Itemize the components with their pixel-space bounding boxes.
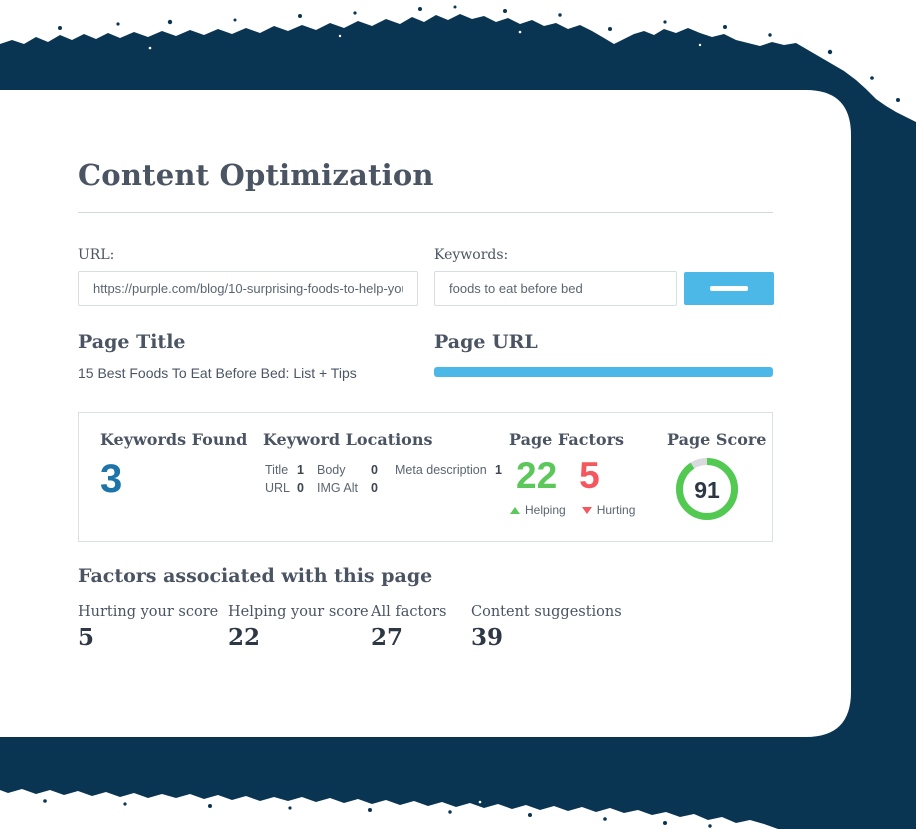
keyword-locations-grid: Title 1 Body 0 Meta description 1 URL 0 … bbox=[265, 463, 509, 495]
kl-label-body: Body bbox=[317, 463, 346, 477]
page-factors-numbers: 22 5 bbox=[516, 457, 600, 494]
hurting-legend-label: Hurting bbox=[596, 503, 636, 517]
helping-legend-item: Helping bbox=[510, 503, 566, 517]
page-title: Content Optimization bbox=[78, 158, 434, 192]
kl-value-url: 0 bbox=[297, 481, 304, 495]
kl-label-url: URL bbox=[265, 481, 291, 495]
stat-hurting-your-score: Hurting your score 5 bbox=[78, 604, 218, 651]
keywords-label: Keywords: bbox=[434, 247, 509, 263]
helping-legend-label: Helping bbox=[525, 503, 566, 517]
kl-label-meta-description: Meta description bbox=[395, 463, 487, 477]
dash-icon bbox=[710, 286, 748, 291]
helping-count: 22 bbox=[516, 455, 558, 496]
page-title-value: 15 Best Foods To Eat Before Bed: List + … bbox=[78, 365, 357, 381]
page-score-ring bbox=[676, 458, 738, 520]
triangle-up-icon bbox=[510, 506, 520, 514]
url-label: URL: bbox=[78, 247, 115, 263]
stat-label: Hurting your score bbox=[78, 604, 219, 620]
kl-value-meta-description: 1 bbox=[495, 463, 502, 477]
stat-content-suggestions: Content suggestions 39 bbox=[471, 604, 622, 651]
stat-label: Content suggestions bbox=[471, 604, 622, 620]
stat-helping-your-score: Helping your score 22 bbox=[228, 604, 369, 651]
stat-value: 22 bbox=[228, 624, 261, 651]
kl-label-title: Title bbox=[265, 463, 289, 477]
keywords-found-heading: Keywords Found bbox=[100, 430, 248, 449]
summary-box: Keywords Found 3 Keyword Locations Title… bbox=[78, 412, 773, 542]
page-score-heading: Page Score bbox=[667, 430, 767, 449]
top-grunge-speckles bbox=[58, 5, 900, 102]
stat-all-factors: All factors 27 bbox=[371, 604, 446, 651]
kl-value-body: 0 bbox=[371, 463, 378, 477]
stat-value: 39 bbox=[471, 624, 504, 651]
page-score-gauge: 91 bbox=[676, 458, 738, 520]
hurting-count: 5 bbox=[579, 455, 600, 496]
bottom-grunge-speckles bbox=[43, 799, 712, 828]
page-url-redacted-bar bbox=[434, 367, 773, 377]
keywords-found-value: 3 bbox=[100, 457, 123, 501]
stat-value: 27 bbox=[371, 624, 404, 651]
kl-value-title: 1 bbox=[297, 463, 304, 477]
page-title-heading: Page Title bbox=[78, 331, 186, 353]
page-factors-legend: Helping Hurting bbox=[510, 503, 635, 517]
page-factors-heading: Page Factors bbox=[509, 430, 624, 449]
stat-label: All factors bbox=[371, 604, 447, 620]
triangle-down-icon bbox=[581, 506, 592, 514]
stat-value: 5 bbox=[78, 624, 95, 651]
page-url-heading: Page URL bbox=[434, 331, 538, 353]
url-input[interactable] bbox=[78, 271, 418, 306]
header-divider bbox=[78, 212, 773, 213]
page-score-value: 91 bbox=[694, 477, 720, 503]
stat-label: Helping your score bbox=[228, 604, 369, 620]
hurting-legend-item: Hurting bbox=[581, 503, 636, 517]
keyword-locations-heading: Keyword Locations bbox=[263, 430, 433, 449]
inner-white-speckles bbox=[148, 30, 702, 804]
kl-label-img-alt: IMG Alt bbox=[317, 481, 358, 495]
analyze-button[interactable] bbox=[684, 272, 774, 305]
factors-section-heading: Factors associated with this page bbox=[78, 565, 433, 587]
keywords-input[interactable] bbox=[434, 271, 677, 306]
kl-value-img-alt: 0 bbox=[371, 481, 378, 495]
